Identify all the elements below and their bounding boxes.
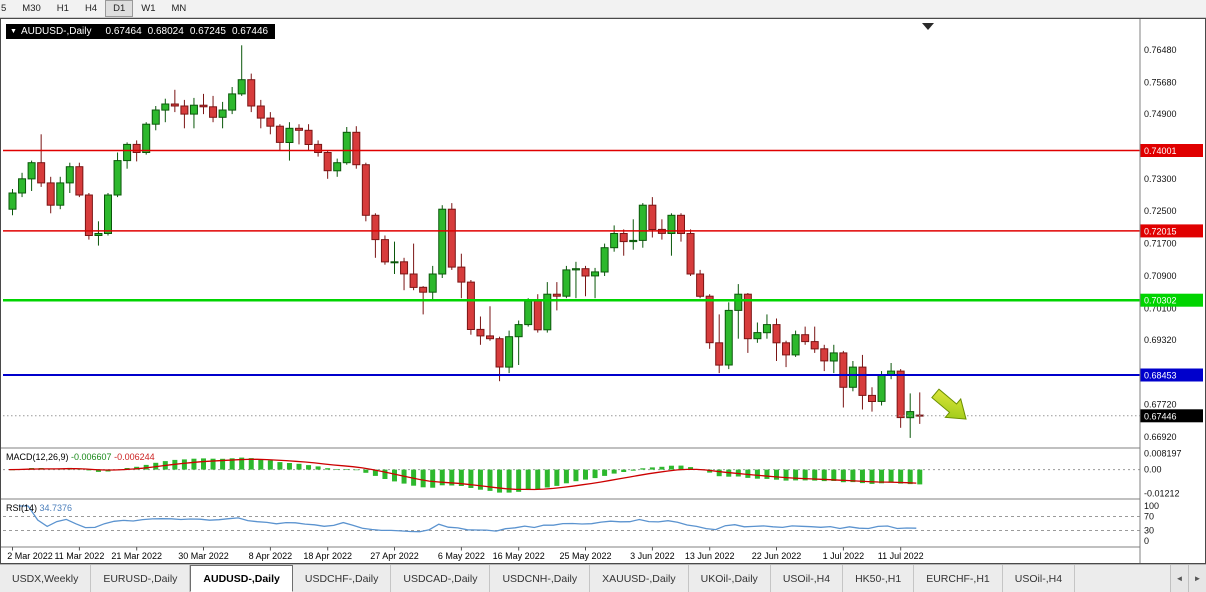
- ohlc-high-value: 0.68024: [147, 26, 184, 37]
- ohlc-close-value: 0.67446: [231, 26, 269, 37]
- svg-text:0.008197: 0.008197: [1144, 449, 1182, 459]
- chart-tab-bar: USDX,Weekly EURUSD-,Daily AUDUSD-,Daily USD…: [0, 564, 1206, 592]
- svg-text:0: 0: [1144, 536, 1149, 546]
- svg-text:30: 30: [1144, 526, 1154, 536]
- svg-text:0.67720: 0.67720: [1144, 400, 1177, 410]
- svg-text:0.70302: 0.70302: [1144, 296, 1177, 306]
- candles-layer: [8, 45, 924, 438]
- svg-text:0.70100: 0.70100: [1144, 303, 1177, 313]
- svg-text:11 Jul 2022: 11 Jul 2022: [878, 551, 924, 561]
- svg-text:21 Mar 2022: 21 Mar 2022: [111, 551, 162, 561]
- svg-text:18 Apr 2022: 18 Apr 2022: [303, 551, 352, 561]
- svg-text:0.67446: 0.67446: [1144, 411, 1177, 421]
- timeframe-button-mn[interactable]: MN: [171, 3, 187, 14]
- horizontal-levels-layer: 0.74001 0.72015 0.70302 0.68453: [3, 144, 1203, 382]
- svg-text:0.72015: 0.72015: [1144, 226, 1177, 236]
- timeframe-toolbar: 5 M30 H1 H4 D1 W1 MN: [0, 0, 1206, 18]
- svg-text:0.73300: 0.73300: [1144, 174, 1177, 184]
- svg-text:2 Mar 2022: 2 Mar 2022: [7, 551, 53, 561]
- tab-scroll-controls: ◄ ►: [1170, 565, 1206, 592]
- price-axis-labels: 0.76480 0.75680 0.74900 0.73300 0.72500 0.717…: [1144, 45, 1177, 442]
- svg-text:0.75680: 0.75680: [1144, 78, 1177, 88]
- chart-tab-xauusd-daily[interactable]: XAUUSD-,Daily: [590, 565, 689, 592]
- chart-symbol-label: AUDUSD-,Daily: [20, 26, 92, 37]
- svg-text:16 May 2022: 16 May 2022: [493, 551, 545, 561]
- svg-text:0.00: 0.00: [1144, 465, 1162, 475]
- chart-shift-marker-icon[interactable]: [922, 23, 934, 30]
- macd-label: MACD(12,26,9) -0.006607 -0.006244: [6, 452, 155, 462]
- chart-tab-usoil-h4[interactable]: USOil-,H4: [1002, 565, 1076, 592]
- chart-window: 0.76480 0.75680 0.74900 0.73300 0.72500 0.717…: [0, 18, 1206, 564]
- svg-text:100: 100: [1144, 501, 1159, 511]
- rsi-line: [18, 505, 917, 533]
- svg-text:6 May 2022: 6 May 2022: [438, 551, 485, 561]
- ohlc-readout: ▼ AUDUSD-,Daily 0.67464 0.68024 0.67245 …: [6, 24, 276, 39]
- chart-tab-eurusd-daily[interactable]: EURUSD-,Daily: [91, 565, 191, 592]
- svg-text:0.74001: 0.74001: [1144, 146, 1177, 156]
- svg-text:0.76480: 0.76480: [1144, 45, 1177, 55]
- svg-text:0.66920: 0.66920: [1144, 432, 1177, 442]
- svg-text:0.71700: 0.71700: [1144, 239, 1177, 249]
- svg-text:0.74900: 0.74900: [1144, 109, 1177, 119]
- svg-text:0.68453: 0.68453: [1144, 371, 1177, 381]
- svg-text:-0.01212: -0.01212: [1144, 488, 1180, 498]
- timeframe-button-w1[interactable]: W1: [141, 3, 156, 14]
- chart-tab-usoil-h4[interactable]: USOil-,H4: [770, 565, 844, 592]
- svg-text:22 Jun 2022: 22 Jun 2022: [752, 551, 802, 561]
- svg-text:0.69320: 0.69320: [1144, 335, 1177, 345]
- macd-pane: MACD(12,26,9) -0.006607 -0.006244 0.00819…: [3, 449, 1182, 498]
- svg-text:13 Jun 2022: 13 Jun 2022: [685, 551, 735, 561]
- timeframe-button-h4[interactable]: H4: [84, 3, 98, 14]
- chart-tab-audusd-daily[interactable]: AUDUSD-,Daily: [190, 565, 293, 592]
- chart-tab-ukoil-daily[interactable]: UKOil-,Daily: [688, 565, 771, 592]
- svg-text:27 Apr 2022: 27 Apr 2022: [370, 551, 419, 561]
- chart-tab-hk50-h1[interactable]: HK50-,H1: [843, 565, 915, 592]
- current-price-badge: 0.67446: [1140, 409, 1203, 423]
- svg-text:11 Mar 2022: 11 Mar 2022: [54, 551, 104, 561]
- ohlc-open-value: 0.67464: [105, 26, 142, 37]
- tab-scroll-right-button[interactable]: ►: [1188, 565, 1206, 592]
- chart-tab-usdchf-daily[interactable]: USDCHF-,Daily: [292, 565, 392, 592]
- svg-text:25 May 2022: 25 May 2022: [559, 551, 611, 561]
- chart-tab-usdcad-daily[interactable]: USDCAD-,Daily: [391, 565, 491, 592]
- svg-text:30 Mar 2022: 30 Mar 2022: [178, 551, 229, 561]
- sell-signal-arrow[interactable]: [928, 384, 974, 428]
- tab-scroll-left-button[interactable]: ◄: [1170, 565, 1188, 592]
- ohlc-low-value: 0.67245: [189, 26, 226, 37]
- timeframe-button-h1[interactable]: H1: [56, 3, 69, 14]
- chart-tab-usdcnh-daily[interactable]: USDCNH-,Daily: [490, 565, 591, 592]
- rsi-label: RSI(14) 34.7376: [6, 503, 72, 513]
- macd-signal-line: [8, 458, 917, 491]
- svg-text:8 Apr 2022: 8 Apr 2022: [249, 551, 293, 561]
- timeframe-button-5[interactable]: 5: [1, 3, 7, 14]
- time-axis: 2 Mar 2022 11 Mar 2022 21 Mar 2022 30 Mar 2…: [7, 547, 924, 561]
- chart-tab-usdx-weekly[interactable]: USDX,Weekly: [0, 565, 92, 592]
- svg-text:1 Jul 2022: 1 Jul 2022: [823, 551, 865, 561]
- svg-text:0.70900: 0.70900: [1144, 271, 1177, 281]
- timeframe-button-d1[interactable]: D1: [105, 0, 134, 17]
- chart-tab-eurchf-h1[interactable]: EURCHF-,H1: [914, 565, 1003, 592]
- svg-text:0.72500: 0.72500: [1144, 206, 1177, 216]
- svg-text:70: 70: [1144, 512, 1154, 522]
- price-chart-svg[interactable]: 0.76480 0.75680 0.74900 0.73300 0.72500 0.717…: [1, 19, 1205, 563]
- svg-text:3 Jun 2022: 3 Jun 2022: [630, 551, 675, 561]
- one-click-trading-toggle[interactable]: ▼: [10, 28, 17, 35]
- timeframe-button-m30[interactable]: M30: [22, 3, 41, 14]
